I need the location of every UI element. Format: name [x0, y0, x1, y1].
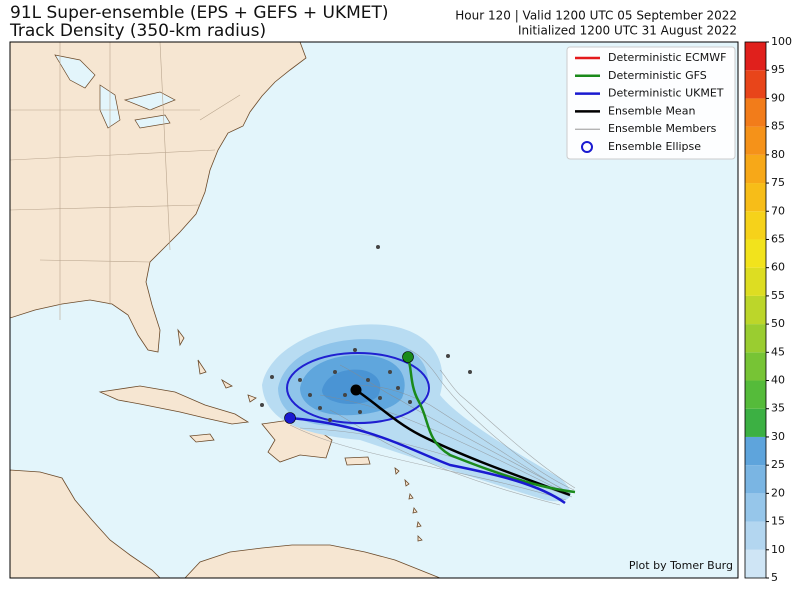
colorbar-tick-label: 85	[771, 120, 785, 133]
puerto-rico	[344, 456, 371, 466]
valid-time: Hour 120 | Valid 1200 UTC 05 September 2…	[455, 9, 737, 23]
colorbar-tick-label: 90	[771, 91, 785, 104]
legend-label: Ensemble Ellipse	[608, 140, 701, 153]
map: Plot by Tomer Burg	[9, 41, 739, 579]
colorbar-tick-label: 25	[771, 458, 785, 471]
mean-position	[350, 384, 362, 396]
colorbar-tick-label: 50	[771, 317, 785, 330]
colorbar-tick-label: 75	[771, 176, 785, 189]
colorbar-bin	[745, 465, 766, 494]
colorbar-bin	[745, 211, 766, 240]
colorbar-bin	[745, 521, 766, 550]
colorbar-tick-label: 100	[771, 35, 792, 48]
ukmet-position	[284, 412, 296, 424]
colorbar-bin	[745, 98, 766, 127]
colorbar-bin	[745, 352, 766, 381]
colorbar-bin	[745, 295, 766, 325]
ensemble-ellipse	[286, 352, 430, 424]
title: 91L Super-ensemble (EPS + GEFS + UKMET)	[10, 3, 389, 23]
member-positions	[260, 245, 472, 422]
legend-label: Deterministic GFS	[608, 69, 707, 82]
colorbar-bin	[745, 324, 766, 353]
colorbar-bin	[745, 267, 766, 296]
colorbar-bin	[745, 42, 766, 71]
map-frame	[9, 41, 739, 579]
colorbar-bin	[745, 154, 766, 184]
colorbar-bin	[745, 380, 766, 409]
colorbar-bin	[745, 183, 766, 212]
north-america	[10, 42, 307, 353]
legend-label: Deterministic UKMET	[608, 87, 724, 100]
colorbar-bin	[745, 126, 766, 155]
colorbar-tick-label: 15	[771, 515, 785, 528]
state-borders	[10, 42, 241, 320]
legend-label: Ensemble Mean	[608, 104, 695, 117]
credit: Plot by Tomer Burg	[629, 559, 733, 572]
gfs-position	[402, 351, 414, 363]
colorbar-bin	[745, 70, 766, 99]
subtitle: Track Density (350-km radius)	[9, 21, 266, 41]
colorbar-tick-label: 80	[771, 148, 785, 161]
ensemble-members	[289, 349, 576, 506]
lesser-antilles	[394, 467, 423, 542]
bahamas	[177, 328, 257, 403]
great-lakes	[54, 54, 176, 129]
colorbar-tick-label: 45	[771, 345, 785, 358]
colorbar-tick-label: 10	[771, 543, 785, 556]
init-time: Initialized 1200 UTC 31 August 2022	[518, 24, 737, 38]
jamaica	[189, 433, 215, 443]
legend-symbol	[581, 141, 593, 153]
cuba	[98, 385, 250, 425]
colorbar-tick-label: 60	[771, 261, 785, 274]
colorbar-bin	[745, 493, 766, 522]
colorbar-bin	[745, 436, 766, 466]
legend-label: Ensemble Members	[608, 122, 717, 135]
south-america	[184, 544, 441, 578]
colorbar-tick-label: 55	[771, 289, 785, 302]
colorbar-frame	[744, 41, 767, 579]
colorbar-tick-label: 40	[771, 374, 785, 387]
ensemble-mean-track	[355, 388, 571, 497]
colorbar: 5 10 15 20 25 30 35 40 45 50 55 60 65 70 75 80 85 90 95 100	[744, 35, 792, 584]
legend: Deterministic ECMWF Deterministic GFS Dete…	[575, 51, 726, 153]
colorbar-tick-label: 70	[771, 204, 785, 217]
colorbar-tick-label: 65	[771, 232, 785, 245]
colorbar-tick-label: 30	[771, 430, 785, 443]
colorbar-bin	[745, 408, 766, 437]
legend-label: Deterministic ECMWF	[608, 51, 726, 64]
colorbar-tick-label: 95	[771, 63, 785, 76]
gfs-track	[406, 356, 576, 494]
colorbar-bin	[745, 239, 766, 268]
colorbar-tick-label: 20	[771, 486, 785, 499]
central-america	[10, 469, 161, 578]
legend-box	[566, 46, 736, 160]
colorbar-tick-label: 5	[771, 571, 778, 584]
colorbar-bin	[745, 549, 766, 578]
ukmet-track	[289, 416, 566, 505]
colorbar-tick-label: 35	[771, 402, 785, 415]
